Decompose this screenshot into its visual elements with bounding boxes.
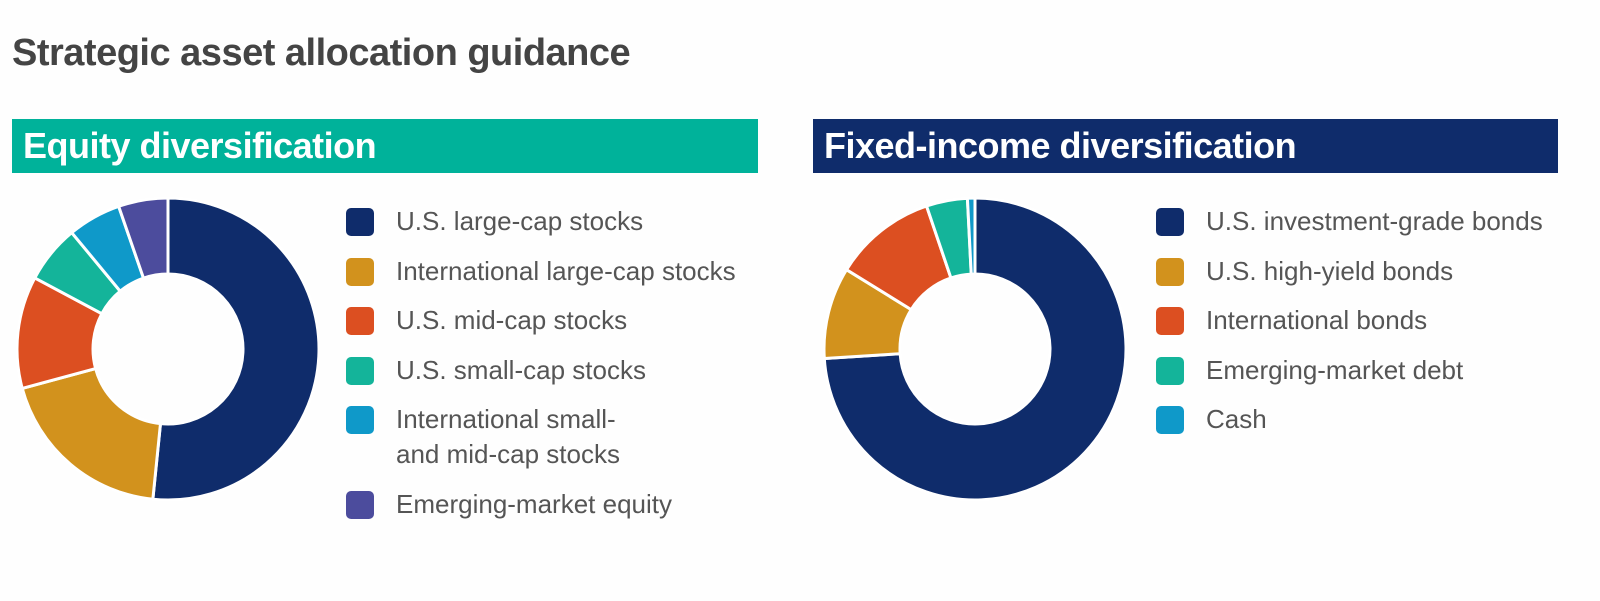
legend-swatch	[346, 406, 374, 434]
legend-label: U.S. mid-cap stocks	[396, 305, 628, 335]
fixed-income-legend: U.S. investment-grade bonds U.S. high-yie…	[1156, 204, 1543, 452]
legend-item: U.S. large-cap stocks	[346, 204, 736, 239]
legend-swatch	[1156, 257, 1184, 286]
legend-item: Cash	[1156, 402, 1543, 437]
legend-swatch	[346, 257, 374, 286]
legend-label: Emerging-market equity	[396, 488, 672, 519]
donut-slice	[116, 196, 170, 281]
legend-item: U.S. high-yield bonds	[1156, 254, 1543, 289]
equity-header: Equity diversification	[12, 119, 758, 173]
legend-swatch	[1156, 208, 1184, 236]
equity-donut-chart	[15, 196, 321, 502]
legend-item: International large-cap stocks	[346, 254, 736, 289]
legend-item: Emerging-market debt	[1156, 353, 1543, 388]
donut-slice	[965, 196, 977, 276]
equity-legend: U.S. large-cap stocks International large…	[346, 204, 736, 536]
legend-label: U.S. investment-grade bonds	[1206, 206, 1543, 236]
fixed-income-donut-chart	[822, 196, 1128, 502]
donut-slice	[151, 196, 321, 502]
legend-swatch	[1156, 406, 1184, 434]
legend-label: Emerging-market debt	[1206, 354, 1464, 385]
legend-item: U.S. mid-cap stocks	[346, 303, 736, 338]
legend-label: International large-cap stocks	[396, 255, 736, 286]
legend-swatch	[1156, 307, 1184, 335]
legend-item: U.S. small-cap stocks	[346, 353, 736, 388]
legend-swatch	[1156, 356, 1184, 385]
page-title: Strategic asset allocation guidance	[12, 32, 631, 74]
donut-slice	[822, 196, 1128, 502]
legend-label: International bonds	[1206, 305, 1428, 335]
donut-slice	[20, 366, 163, 501]
legend-swatch	[346, 490, 374, 519]
legend-item: International bonds	[1156, 303, 1543, 338]
legend-swatch	[346, 307, 374, 335]
legend-swatch	[346, 356, 374, 385]
legend-label: International small- and mid-cap stocks	[396, 404, 620, 469]
legend-item: Emerging-market equity	[346, 487, 736, 522]
legend-label: U.S. small-cap stocks	[396, 354, 646, 385]
legend-label: U.S. large-cap stocks	[396, 206, 644, 236]
legend-label: Cash	[1206, 404, 1267, 434]
legend-item: International small- and mid-cap stocks	[346, 402, 736, 472]
legend-swatch	[346, 208, 374, 236]
legend-label: U.S. high-yield bonds	[1206, 255, 1454, 286]
fixed-income-header: Fixed-income diversification	[813, 119, 1558, 173]
legend-item: U.S. investment-grade bonds	[1156, 204, 1543, 239]
